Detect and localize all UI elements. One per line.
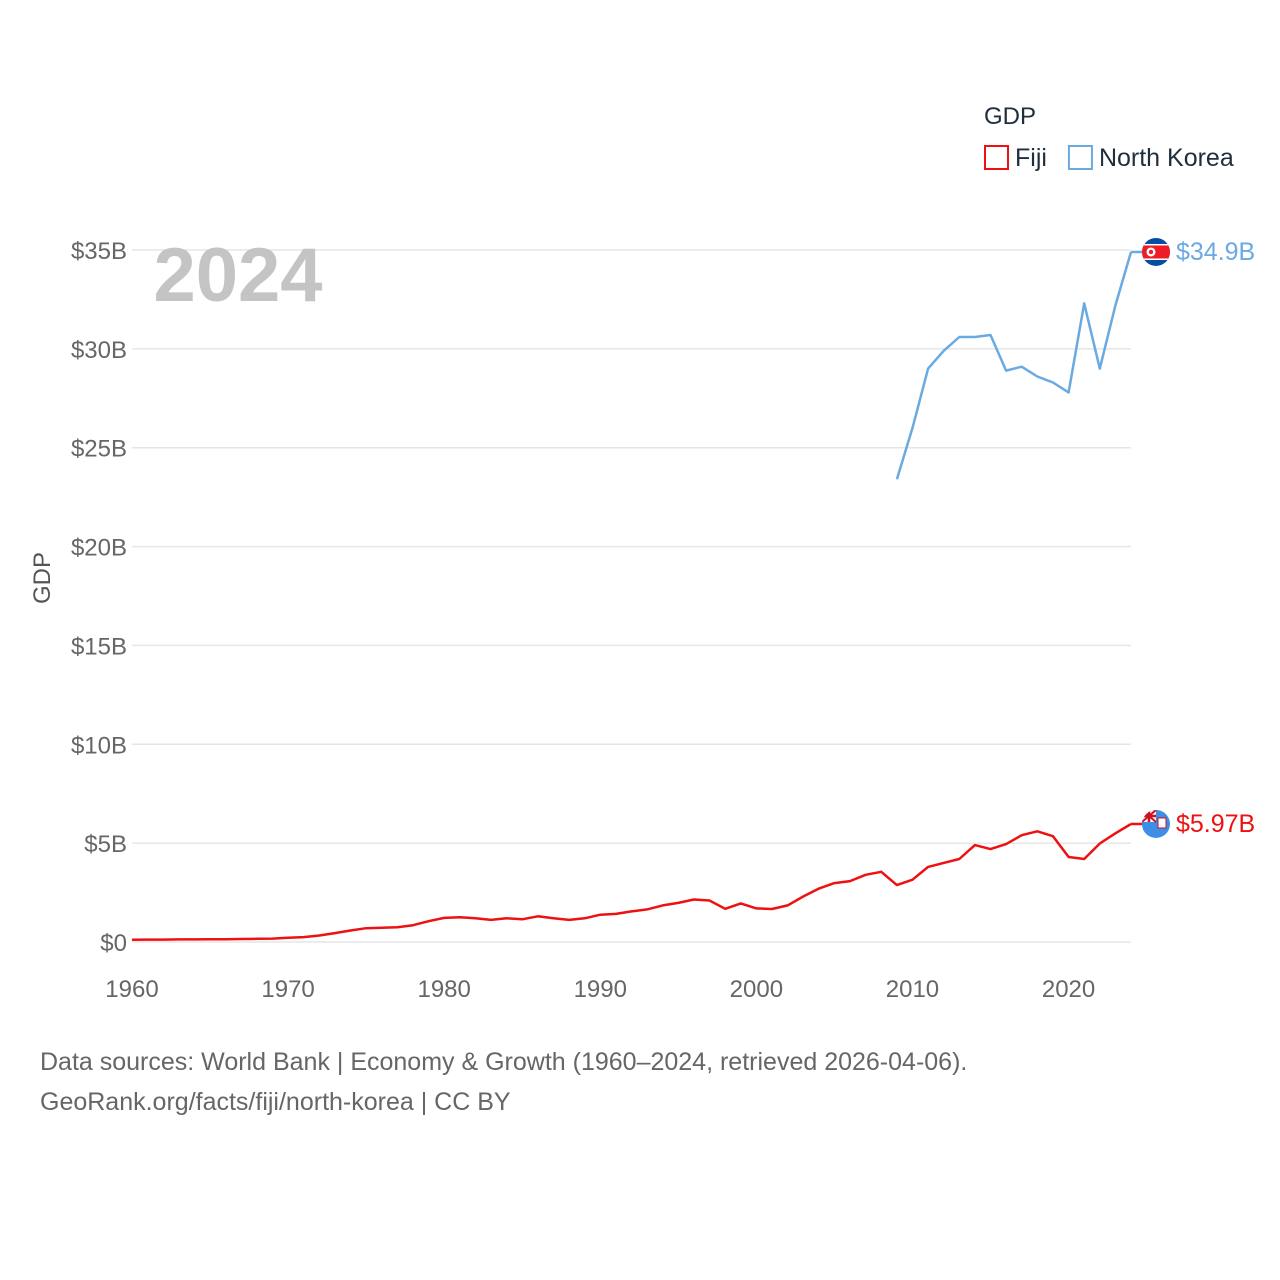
y-tick-label: $5B <box>84 831 127 858</box>
x-tick-label: 1970 <box>261 976 314 1003</box>
y-tick-label: $30B <box>71 337 127 364</box>
north-korea-series-line <box>895 251 1133 480</box>
x-tick-label: 2020 <box>1042 976 1095 1003</box>
end-value-label: $5.97B <box>1176 810 1255 838</box>
source-note: Data sources: World Bank | Economy & Gro… <box>40 1042 967 1122</box>
legend-swatch <box>1067 145 1093 170</box>
y-tick-label: $25B <box>71 436 127 463</box>
x-tick-label: 1960 <box>105 976 158 1003</box>
y-tick-label: $35B <box>71 238 127 265</box>
year-label: 2024 <box>153 233 322 318</box>
x-tick-label: 1990 <box>574 976 627 1003</box>
x-tick-label: 2010 <box>886 976 939 1003</box>
y-axis-ticks: $0 $5B $10B $15B $20B $25B $30B $35B <box>71 238 127 957</box>
legend-swatch <box>984 145 1009 170</box>
y-tick-label: $0 <box>100 930 127 957</box>
legend-title: GDP <box>984 103 1036 130</box>
grid-lines <box>132 249 1131 943</box>
x-axis-ticks: 1960 1970 1980 1990 2000 2010 2020 <box>105 976 1095 1003</box>
y-tick-label: $15B <box>71 633 127 660</box>
legend-label: Fiji <box>1015 144 1047 172</box>
x-tick-label: 2000 <box>730 976 783 1003</box>
y-tick-label: $20B <box>71 535 127 562</box>
north-korea-flag-icon <box>1142 237 1170 266</box>
x-tick-label: 1980 <box>417 976 470 1003</box>
y-tick-label: $10B <box>71 732 127 759</box>
series-end-markers: $5.97B $34.9B <box>1131 237 1255 838</box>
fiji-flag-icon <box>1142 809 1170 838</box>
legend[interactable]: GDP Fiji North Korea <box>984 103 1234 172</box>
legend-item-north-korea[interactable]: North Korea <box>1067 144 1234 172</box>
gdp-line-chart: $0$5B$10B$15B$20B$25B$30B$35B 1960 1970 19… <box>29 103 1255 1003</box>
source-line-2[interactable]: GeoRank.org/facts/fiji/north-korea | CC … <box>40 1088 511 1116</box>
end-value-label: $34.9B <box>1176 238 1255 266</box>
legend-item-fiji[interactable]: Fiji <box>984 144 1047 172</box>
y-axis-title: GDP <box>29 552 56 604</box>
fiji-series-line <box>131 822 1132 942</box>
source-line-1: Data sources: World Bank | Economy & Gro… <box>40 1048 968 1076</box>
series-lines <box>131 251 1133 942</box>
legend-label: North Korea <box>1099 144 1234 172</box>
